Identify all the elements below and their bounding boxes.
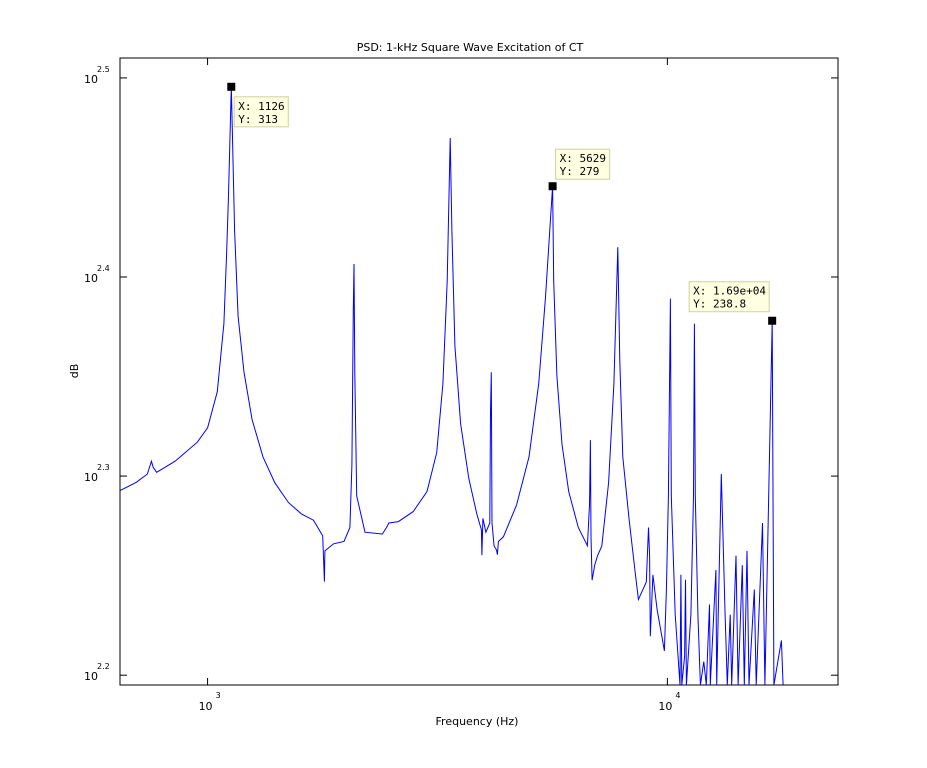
datatip-marker[interactable] xyxy=(548,182,557,191)
y-tick-exponent: 2.3 xyxy=(97,463,110,472)
x-tick-exponent: 3 xyxy=(216,691,221,700)
x-tick-label: 10 xyxy=(658,700,672,713)
x-tick-exponent: 4 xyxy=(675,691,680,700)
datatip-x-text: X: 1.69e+04 xyxy=(693,285,766,298)
datatip-y-text: Y: 279 xyxy=(560,165,600,178)
psd-series-line xyxy=(119,86,784,686)
datatip-y-text: Y: 238.8 xyxy=(693,298,746,311)
datatip-marker[interactable] xyxy=(768,316,777,325)
y-axis-label: dB xyxy=(68,364,81,379)
y-tick-label: 10 xyxy=(84,272,98,285)
datatip-box xyxy=(688,281,770,313)
y-tick-label: 10 xyxy=(84,670,98,683)
plot-area xyxy=(119,57,839,686)
datatip-x-text: X: 1126 xyxy=(238,100,284,113)
datatip-box xyxy=(233,96,289,128)
y-tick-exponent: 2.2 xyxy=(97,662,110,671)
chart-title: PSD: 1-kHz Square Wave Excitation of CT xyxy=(357,41,584,54)
datatip-y-text: Y: 313 xyxy=(238,113,278,126)
y-tick-label: 10 xyxy=(84,73,98,86)
x-axis-label: Frequency (Hz) xyxy=(436,715,519,728)
series-layer xyxy=(119,86,784,686)
datatip-box xyxy=(555,148,611,180)
y-tick-label: 10 xyxy=(84,471,98,484)
y-tick-exponent: 2.4 xyxy=(97,264,110,273)
datatip-x-text: X: 5629 xyxy=(560,152,606,165)
x-tick-label: 10 xyxy=(199,700,213,713)
y-tick-exponent: 2.5 xyxy=(97,65,110,74)
datatip-marker[interactable] xyxy=(227,82,236,91)
